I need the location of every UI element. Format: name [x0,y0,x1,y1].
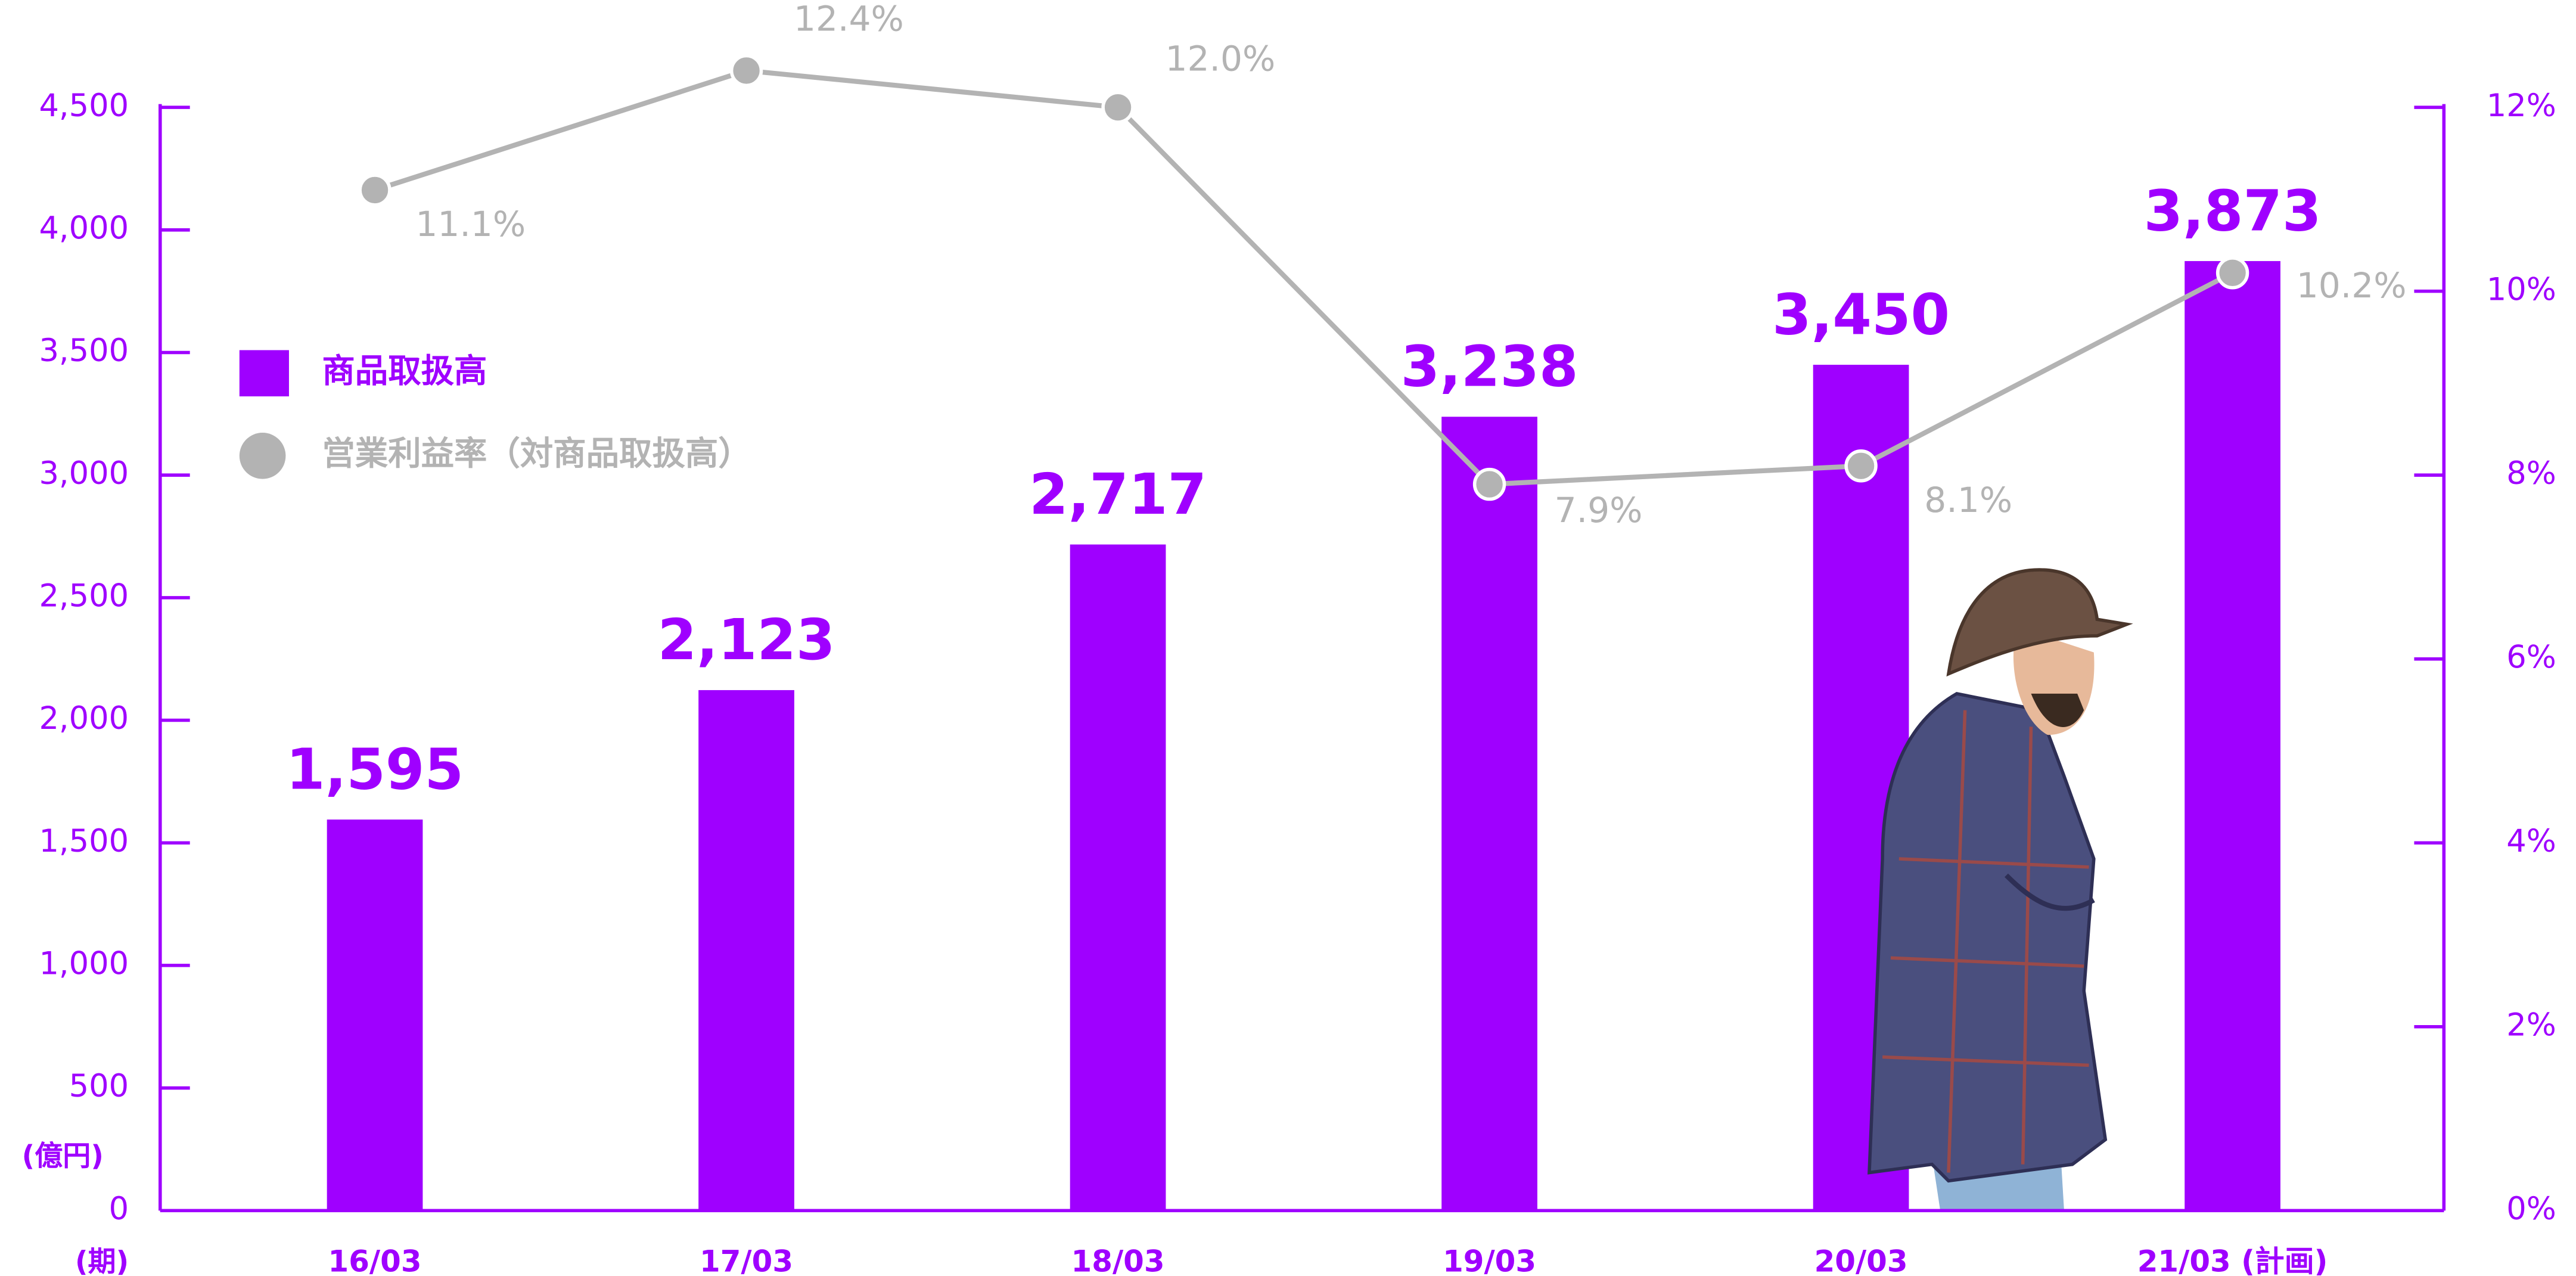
y2-tick-label: 6% [2506,639,2556,675]
line-value-label: 10.2% [2297,265,2407,306]
line-point [1103,92,1133,122]
y-tick-label: 3,000 [39,455,129,492]
bar [1070,545,1166,1211]
bar-value-label: 2,123 [658,608,835,673]
bar-value-label: 3,450 [1772,282,1950,347]
y2-tick-label: 8% [2506,455,2556,492]
bar-value-label: 3,873 [2144,179,2322,244]
y-axis-label: (億円) [22,1140,104,1173]
y2-tick-label: 12% [2487,88,2556,124]
bar-value-label: 3,238 [1401,335,1578,400]
legend-swatch [240,433,286,479]
x-tick-label: 17/03 [700,1244,793,1276]
line-value-label: 7.9% [1555,490,1643,530]
line-value-label: 12.4% [794,0,904,39]
legend-label: 商品取扱高 [322,352,487,390]
bar-value-label: 1,595 [286,737,464,802]
y-tick-label: 2,000 [39,700,129,737]
legend-label: 営業利益率（対商品取扱高） [322,435,751,473]
line-point [732,55,762,85]
y-tick-label: 1,500 [39,823,129,859]
y-tick-label: 3,500 [39,333,129,369]
line-value-label: 12.0% [1165,39,1275,79]
x-tick-label: 16/03 [328,1244,422,1276]
bar [698,690,794,1210]
y2-tick-label: 0% [2506,1191,2556,1227]
y2-tick-label: 4% [2506,823,2556,859]
legend-swatch [240,350,289,396]
chart: (期) (億円) 0 500 1,000 1,500 2,000 2,500 3,000 3,… [0,0,2576,1276]
line-point [2218,258,2248,288]
y-tick-label: 0 [109,1191,129,1227]
y2-tick-label: 2% [2506,1007,2556,1043]
line [375,70,2233,484]
x-tick-label: 21/03 (計画) [2137,1244,2328,1276]
bar [1441,417,1537,1210]
y-tick-label: 1,000 [39,946,129,982]
line-point [360,175,390,205]
line-point [1475,470,1505,499]
y2-tick-label: 10% [2487,271,2556,308]
y-tick-label: 500 [69,1068,129,1104]
x-tick-label: 18/03 [1071,1244,1165,1276]
bar [327,819,423,1210]
bar [2185,261,2280,1210]
line-value-label: 11.1% [415,204,526,244]
bar-value-label: 2,717 [1029,462,1207,527]
y-tick-label: 4,500 [39,88,129,124]
coat [1869,694,2105,1181]
line-point [1846,451,1876,481]
line-value-label: 8.1% [1924,480,2012,520]
x-tick-label: 19/03 [1443,1244,1536,1276]
x-axis-label: (期) [75,1246,129,1276]
x-tick-label: 20/03 [1814,1244,1908,1276]
y-tick-label: 2,500 [39,578,129,614]
y-tick-label: 4,000 [39,210,129,246]
